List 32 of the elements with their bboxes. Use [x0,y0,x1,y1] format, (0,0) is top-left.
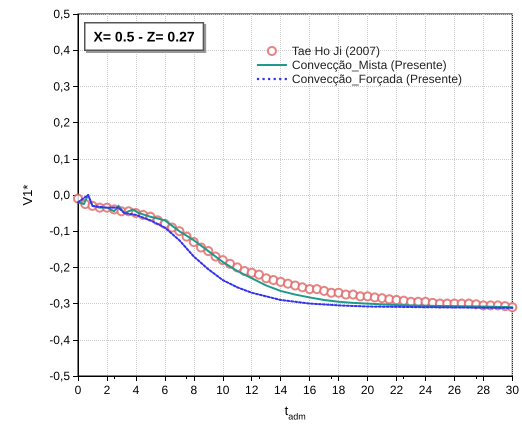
x-tick-label: 8 [190,383,198,397]
x-tick-label: 0 [74,383,82,397]
x-tick-label: 18 [332,383,346,397]
x-tick-label: 10 [216,383,230,397]
x-tick-label: 16 [302,383,317,397]
legend-label: Convecção_Forçada (Presente) [292,72,462,86]
x-tick-label: 2 [104,383,111,397]
y-tick-label: 0,5 [53,7,70,21]
legend-label: Convecção_Mista (Presente) [292,58,447,72]
y-axis-title: V1* [20,184,35,206]
x-tick-label: 14 [274,383,288,397]
x-tick-label: 6 [162,383,169,397]
y-tick-label: -0,3 [49,296,70,311]
y-tick-label: -0,2 [49,260,70,274]
x-tick-label: 12 [245,383,259,397]
y-tick-label: 0,2 [53,116,70,130]
x-tick-label: 4 [132,383,140,397]
legend-label: Tae Ho Ji (2007) [292,44,380,58]
x-tick-label: 20 [360,383,375,397]
y-tick-label: 0,0 [53,188,70,202]
y-tick-label: 0,3 [53,79,70,94]
x-tick-label: 26 [448,383,462,397]
y-tick-label: 0,4 [53,43,70,58]
x-tick-label: 28 [476,383,490,397]
x-tick-label: 22 [390,383,404,397]
y-tick-label: 0,1 [53,152,70,166]
x-tick-label: 30 [506,383,520,397]
y-tick-label: -0,5 [49,369,70,383]
x-tick-label: 24 [418,383,432,397]
y-tick-label: -0,1 [49,224,70,238]
y-tick-label: -0,4 [49,332,70,347]
annotation: X= 0.5 - Z= 0.27 [94,28,195,44]
